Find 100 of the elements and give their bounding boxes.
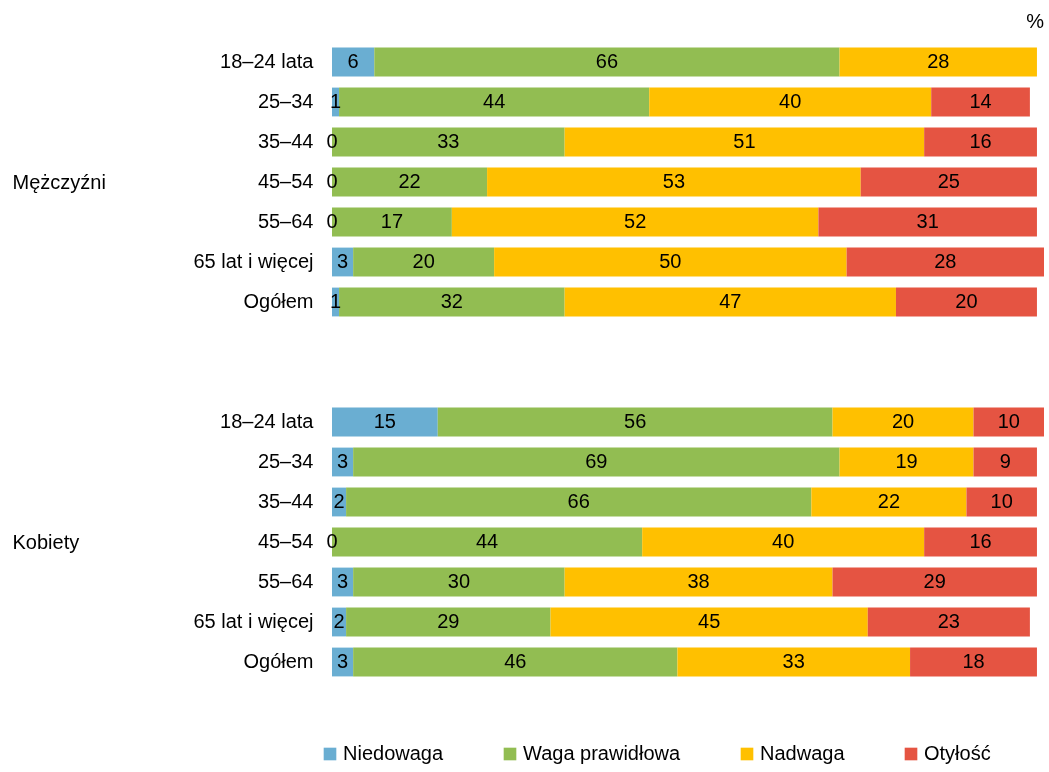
bar <box>437 407 833 437</box>
data-label: 10 <box>990 490 1013 512</box>
bar <box>564 287 896 317</box>
data-label: 22 <box>877 490 901 512</box>
bar <box>846 247 1044 277</box>
y-axis-title: Mężczyźni <box>12 170 106 193</box>
data-label: 66 <box>595 50 619 72</box>
bar <box>839 47 1037 77</box>
data-label: 53 <box>662 170 686 192</box>
data-label: 29 <box>437 610 460 632</box>
bar <box>811 487 967 517</box>
bar <box>487 167 861 197</box>
data-label: 56 <box>624 410 647 432</box>
data-label: 32 <box>440 290 463 312</box>
data-label: 3 <box>337 570 349 592</box>
y-tick-label: 25–34 <box>257 450 314 472</box>
data-label: 10 <box>997 410 1020 432</box>
bar <box>451 207 819 237</box>
y-tick-label: 18–24 lata <box>220 50 315 72</box>
data-label: 66 <box>567 490 590 512</box>
y-tick-label: 35–44 <box>257 490 314 512</box>
y-tick-label: Ogółem <box>243 650 314 672</box>
bar <box>339 287 565 317</box>
data-label: 3 <box>337 450 349 472</box>
bar <box>642 527 925 557</box>
bar <box>924 127 1037 157</box>
data-label: 20 <box>891 410 915 432</box>
bar <box>867 607 1030 637</box>
data-label: 28 <box>934 250 957 272</box>
data-label: 3 <box>337 250 349 272</box>
data-label: 15 <box>373 410 396 432</box>
text: % <box>1026 10 1045 32</box>
bar <box>550 607 868 637</box>
y-axis-title: Kobiety <box>12 530 80 553</box>
y-tick-label: 35–44 <box>257 130 314 152</box>
data-label: 16 <box>969 530 992 552</box>
annotation: 0 <box>326 530 338 552</box>
bar <box>353 647 678 677</box>
data-label: 6 <box>347 50 359 72</box>
bar <box>649 87 932 117</box>
y-tick-label: 65 lat i więcej <box>193 610 314 632</box>
legend-label: Nadwaga <box>760 742 846 764</box>
data-label: 18 <box>962 650 985 672</box>
bar <box>339 87 650 117</box>
data-label: 47 <box>719 290 742 312</box>
bar <box>860 167 1037 197</box>
data-label: 17 <box>380 210 404 232</box>
data-label: 44 <box>475 530 499 552</box>
bar <box>966 487 1037 517</box>
y-tick-label: 45–54 <box>257 170 314 192</box>
data-label: 2 <box>333 610 345 632</box>
bar <box>924 527 1037 557</box>
bar <box>346 487 812 517</box>
data-label: 30 <box>447 570 471 592</box>
bar <box>564 567 833 597</box>
y-tick-label: 65 lat i więcej <box>193 250 314 272</box>
y-tick-label: 55–64 <box>257 210 314 232</box>
annotation: 0 <box>326 170 338 192</box>
y-tick-label: 25–34 <box>257 90 314 112</box>
bar <box>832 407 974 437</box>
bar <box>353 247 495 277</box>
y-tick-label: 18–24 lata <box>220 410 315 432</box>
y-tick-label: Ogółem <box>243 290 314 312</box>
data-label: 3 <box>337 650 349 672</box>
data-label: 2 <box>333 490 345 512</box>
data-label: 46 <box>504 650 527 672</box>
data-label: 52 <box>624 210 647 232</box>
data-label: 40 <box>772 530 795 552</box>
bar <box>564 127 925 157</box>
bar <box>346 607 551 637</box>
data-label: 20 <box>955 290 978 312</box>
data-label: 16 <box>969 130 992 152</box>
data-label: 14 <box>969 90 992 112</box>
bar <box>931 87 1030 117</box>
data-label: 9 <box>999 450 1011 472</box>
data-label: 19 <box>895 450 918 472</box>
data-label: 22 <box>398 170 421 192</box>
bar <box>910 647 1037 677</box>
data-label: 29 <box>923 570 946 592</box>
data-label: 45 <box>698 610 721 632</box>
data-label: 44 <box>483 90 506 112</box>
data-label: 38 <box>687 570 710 592</box>
legend-label: Niedowaga <box>343 742 444 764</box>
bar <box>973 447 1037 477</box>
data-label: 33 <box>437 130 460 152</box>
data-label: 31 <box>916 210 939 232</box>
data-label: 20 <box>412 250 435 272</box>
data-label: 33 <box>782 650 805 672</box>
annotation: 0 <box>326 130 338 152</box>
data-label: 51 <box>733 130 756 152</box>
legend-label: Otyłość <box>924 742 991 764</box>
bar <box>353 567 565 597</box>
data-label: 69 <box>585 450 608 472</box>
legend-label: Waga prawidłowa <box>523 742 681 764</box>
data-label: 28 <box>927 50 950 72</box>
bar <box>332 407 438 437</box>
bar <box>494 247 847 277</box>
bar <box>353 447 840 477</box>
bar <box>818 207 1037 237</box>
bar <box>677 647 911 677</box>
